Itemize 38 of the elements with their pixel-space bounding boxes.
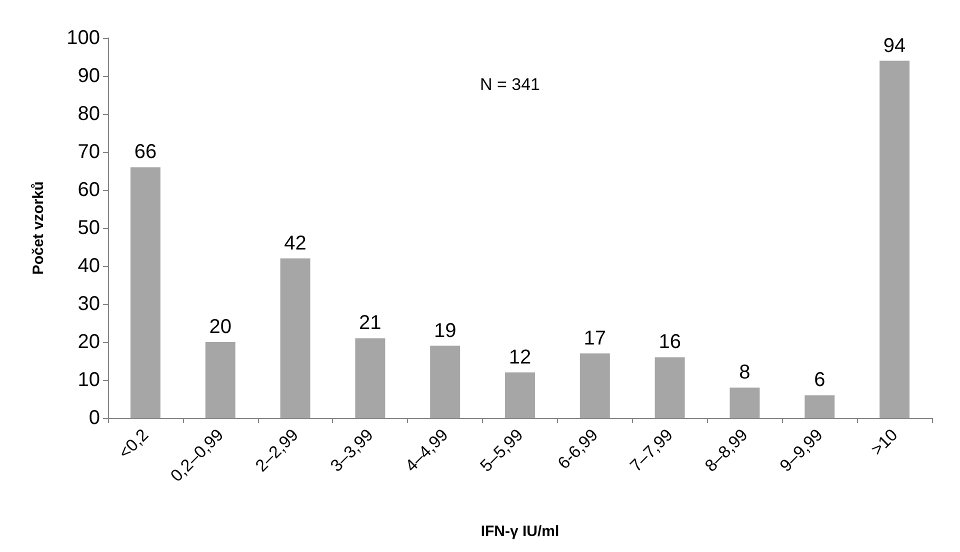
data-label: 94 bbox=[883, 34, 906, 57]
bar bbox=[804, 395, 835, 418]
data-label: 21 bbox=[359, 312, 382, 334]
y-tick-label: 60 bbox=[78, 179, 100, 201]
bar bbox=[880, 60, 910, 418]
bar bbox=[205, 342, 236, 418]
x-tick-label: >10 bbox=[867, 425, 902, 460]
bar bbox=[355, 338, 386, 418]
data-label: 16 bbox=[658, 331, 681, 354]
data-label: 42 bbox=[284, 232, 306, 254]
y-tick-label: 80 bbox=[78, 103, 100, 125]
x-tick-label: <0,2 bbox=[115, 425, 152, 462]
data-label: 66 bbox=[134, 141, 157, 164]
y-tick-label: 100 bbox=[66, 27, 100, 49]
data-label: 6 bbox=[814, 369, 826, 392]
bar bbox=[730, 388, 760, 418]
bar bbox=[130, 167, 160, 418]
bar bbox=[580, 353, 610, 418]
data-label: 12 bbox=[508, 346, 532, 368]
x-axis-title: IFN-γ IU/ml bbox=[480, 523, 560, 540]
y-tick-label: 10 bbox=[78, 369, 100, 391]
data-label: 17 bbox=[584, 327, 606, 350]
y-tick-label: 40 bbox=[78, 255, 100, 277]
data-label: 20 bbox=[209, 316, 232, 338]
data-label: 8 bbox=[739, 362, 750, 384]
y-tick-label: 0 bbox=[88, 407, 100, 429]
y-axis-title: Počet vzorků bbox=[30, 181, 47, 275]
y-tick-label: 20 bbox=[78, 331, 100, 353]
y-tick-label: 70 bbox=[78, 141, 100, 163]
annotation: N = 341 bbox=[480, 75, 540, 94]
y-tick-label: 50 bbox=[78, 217, 100, 239]
data-label: 19 bbox=[434, 320, 456, 342]
bar bbox=[430, 346, 460, 418]
y-tick-label: 90 bbox=[78, 65, 100, 87]
bar bbox=[654, 357, 685, 418]
bar bbox=[280, 258, 310, 418]
bar bbox=[505, 372, 535, 418]
y-tick-label: 30 bbox=[78, 293, 100, 315]
